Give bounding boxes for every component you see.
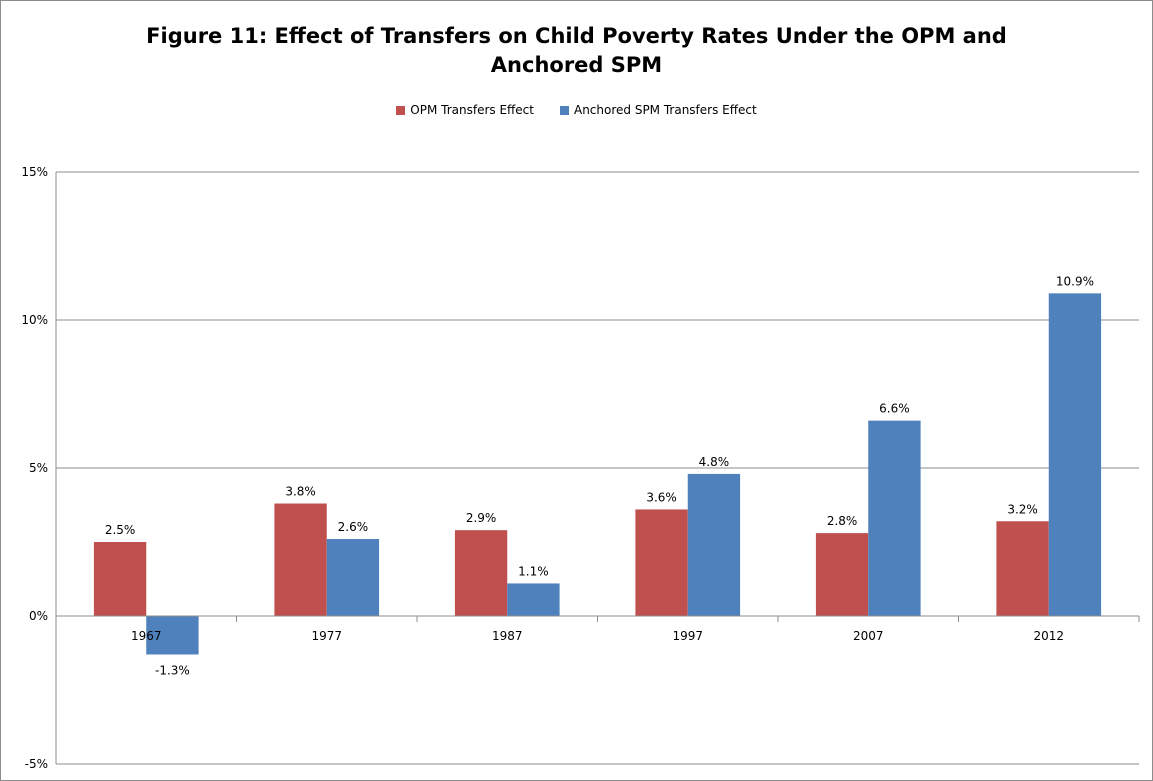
chart-title-line-2: Anchored SPM <box>490 53 663 77</box>
bar-spm <box>146 616 199 655</box>
x-tick-label: 1987 <box>492 629 523 643</box>
data-label: 4.8% <box>699 455 730 469</box>
legend-item-opm: OPM Transfers Effect <box>396 103 534 117</box>
y-tick-label: 0% <box>29 609 48 623</box>
y-tick-label: 5% <box>29 461 48 475</box>
bar-spm <box>507 583 560 616</box>
bar-opm <box>93 542 147 616</box>
chart-legend: OPM Transfers Effect Anchored SPM Transf… <box>0 103 1153 117</box>
bar-opm <box>274 503 327 616</box>
y-tick-label: 15% <box>21 165 48 179</box>
data-label: 2.6% <box>338 520 369 534</box>
bar-spm <box>687 473 741 616</box>
bar-spm <box>1048 293 1102 616</box>
data-label: 3.6% <box>646 490 677 504</box>
data-label: 3.8% <box>285 485 316 499</box>
data-label: 2.9% <box>466 511 497 525</box>
x-tick-label: 1997 <box>672 629 703 643</box>
legend-item-spm: Anchored SPM Transfers Effect <box>559 103 757 117</box>
legend-swatch-spm <box>559 105 569 115</box>
bar-spm <box>868 420 921 616</box>
x-tick-label: 1967 <box>131 629 162 643</box>
bar-opm <box>815 533 869 616</box>
legend-label-opm: OPM Transfers Effect <box>410 103 534 117</box>
bar-spm <box>326 539 380 616</box>
bar-opm <box>635 509 688 616</box>
y-tick-label: 10% <box>21 313 48 327</box>
x-tick-label: 2007 <box>853 629 884 643</box>
data-label: 2.5% <box>105 523 136 537</box>
x-tick-label: 1977 <box>311 629 342 643</box>
data-label: 6.6% <box>879 402 910 416</box>
data-label: -1.3% <box>155 663 190 677</box>
legend-swatch-opm <box>396 105 406 115</box>
x-tick-label: 2012 <box>1033 629 1064 643</box>
data-label: 1.1% <box>518 564 549 578</box>
bar-opm <box>996 521 1049 616</box>
data-label: 10.9% <box>1056 274 1094 288</box>
chart-title-line-1: Figure 11: Effect of Transfers on Child … <box>146 24 1007 48</box>
y-tick-label: -5% <box>25 757 48 771</box>
data-label: 2.8% <box>827 514 858 528</box>
bar-opm <box>454 530 508 616</box>
legend-label-spm: Anchored SPM Transfers Effect <box>573 103 757 117</box>
chart-title: Figure 11: Effect of Transfers on Child … <box>0 22 1153 80</box>
data-label: 3.2% <box>1007 502 1038 516</box>
